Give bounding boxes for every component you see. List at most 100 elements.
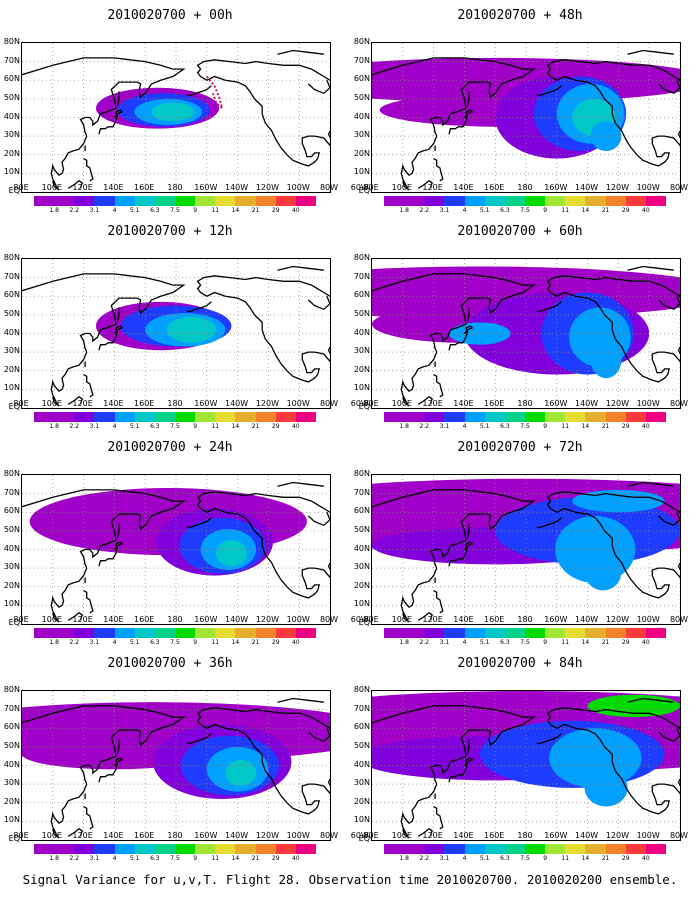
y-tick-label: EQ	[358, 186, 370, 195]
coastline	[657, 296, 680, 311]
colorbar-swatch	[645, 628, 666, 638]
y-tick-label: 70N	[353, 271, 370, 281]
colorbar-label: 7.5	[520, 855, 530, 862]
colorbar-label: 29	[271, 423, 280, 430]
x-tick-label: 60W	[350, 831, 369, 840]
colorbar-swatch	[54, 412, 75, 422]
x-tick-label: 80E	[13, 399, 29, 408]
colorbar-swatch	[424, 412, 445, 422]
y-tick-label: 50N	[3, 740, 20, 750]
coastline	[466, 307, 470, 323]
colorbar-label: 11	[561, 423, 570, 430]
panel-title: 2010020700 + 12h	[107, 224, 233, 239]
colorbar-swatch	[444, 628, 465, 638]
colorbar-swatch	[54, 628, 75, 638]
colorbar-label: 29	[271, 855, 280, 862]
x-tick-label: 100E	[41, 399, 62, 408]
colorbar-label: 1.8	[49, 423, 59, 430]
coastline	[536, 85, 562, 96]
colorbar-label: 1.8	[49, 207, 59, 214]
coastline	[67, 180, 83, 189]
coastline	[372, 57, 536, 189]
colorbar-swatch	[565, 628, 586, 638]
coastline	[372, 489, 536, 621]
variance-contour	[584, 553, 622, 591]
coastline	[627, 49, 674, 55]
x-tick-label: 180	[517, 399, 533, 408]
y-tick-label: 50N	[353, 740, 370, 750]
coastline	[196, 275, 330, 298]
colorbar-label: 29	[621, 423, 630, 430]
variance-contour	[216, 540, 247, 567]
colorbar-swatch	[295, 628, 316, 638]
y-tick-label: 40N	[3, 327, 20, 337]
colorbar-label: 6.3	[150, 207, 160, 214]
colorbar-swatch	[504, 196, 525, 206]
x-tick-label: 160W	[544, 831, 568, 840]
x-tick-label: 80W	[319, 399, 339, 408]
x-tick-label: 100E	[41, 183, 62, 192]
x-tick-label: 140W	[575, 399, 599, 408]
x-tick-label: 120W	[605, 615, 629, 624]
map-plot	[371, 474, 681, 625]
colorbar-label: 6.3	[500, 207, 510, 214]
colorbar-label: 29	[621, 639, 630, 646]
colorbar-label: 6.3	[150, 423, 160, 430]
coastline	[466, 523, 470, 539]
x-tick-label: 120E	[72, 183, 93, 192]
y-tick-label: 80N	[353, 37, 370, 46]
x-tick-label: 160E	[134, 831, 155, 840]
y-tick-label: 20N	[3, 364, 20, 374]
map-svg	[22, 475, 330, 624]
colorbar-label: 21	[601, 423, 610, 430]
x-tick-label: 160W	[194, 831, 218, 840]
coastline	[627, 265, 674, 271]
map-plot	[21, 42, 331, 193]
colorbar-swatch	[424, 844, 445, 854]
y-tick-label: 40N	[353, 111, 370, 121]
colorbar-label: 11	[211, 855, 220, 862]
y-tick-label: 20N	[353, 364, 370, 374]
colorbar	[384, 844, 666, 854]
colorbar-label: 3.1	[89, 423, 100, 430]
colorbar-swatch	[384, 628, 405, 638]
coastline	[206, 75, 330, 167]
panel-title: 2010020700 + 36h	[107, 656, 233, 671]
colorbar-swatch	[235, 844, 256, 854]
y-tick-label: 30N	[3, 130, 20, 140]
coastline	[657, 512, 680, 527]
coastline	[546, 275, 680, 298]
colorbar-swatch	[74, 844, 95, 854]
y-tick-label: 10N	[353, 815, 370, 825]
colorbar-swatch	[154, 628, 175, 638]
x-tick-label: 100E	[391, 183, 412, 192]
y-tick-label: 80N	[353, 469, 370, 478]
colorbar-swatch	[545, 412, 566, 422]
coastline	[277, 481, 324, 487]
x-tick-label: 140W	[225, 831, 249, 840]
colorbar-swatch	[645, 844, 666, 854]
colorbar-swatch	[54, 196, 75, 206]
coastline	[433, 373, 444, 398]
x-tick-label: 80W	[319, 831, 339, 840]
colorbar-label: 3.1	[89, 855, 100, 862]
coastline	[556, 723, 680, 815]
colorbar-label: 2.2	[419, 639, 430, 646]
x-tick-label: 80E	[363, 399, 379, 408]
colorbar-swatch	[154, 844, 175, 854]
y-tick-label: 20N	[3, 796, 20, 806]
x-tick-label: 80E	[363, 183, 379, 192]
x-tick-label: 80W	[319, 615, 339, 624]
colorbar	[34, 628, 316, 638]
x-tick-label: 100W	[286, 831, 310, 840]
coastline	[196, 491, 330, 514]
coastline	[433, 589, 444, 614]
x-tick-label: 120W	[255, 183, 279, 192]
coastline	[52, 396, 60, 407]
colorbar-label: 3.1	[439, 207, 450, 214]
map-plot	[21, 474, 331, 625]
x-tick-label: 160W	[544, 183, 568, 192]
colorbar-swatch	[74, 196, 95, 206]
colorbar-label: 4	[462, 423, 467, 430]
colorbar-swatch	[625, 628, 646, 638]
